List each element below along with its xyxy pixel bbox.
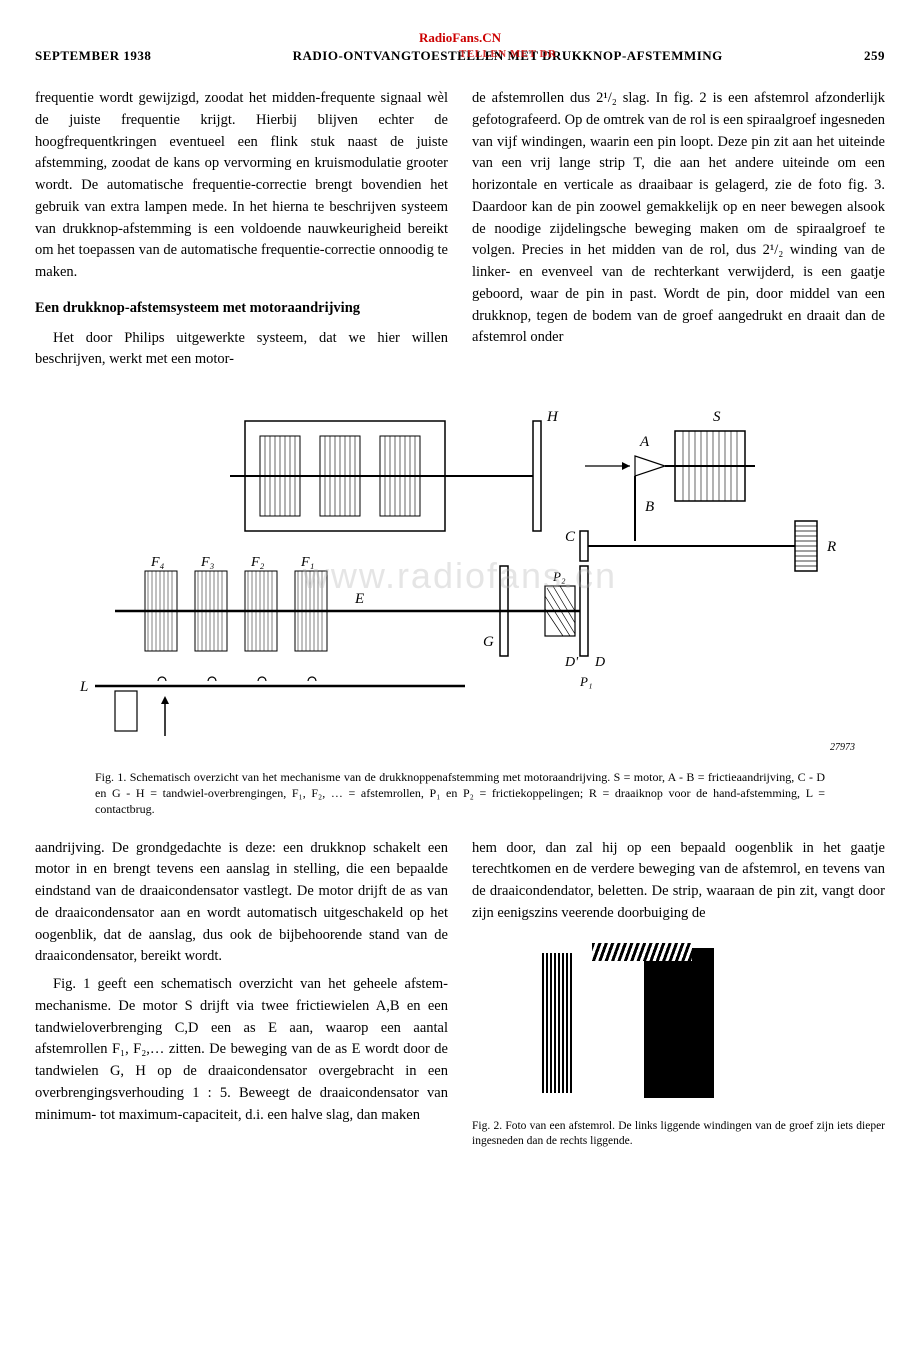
para-1: frequentie wordt gewijzigd, zoodat het m… — [35, 88, 448, 284]
label-A: A — [639, 434, 650, 450]
label-L: L — [79, 679, 88, 695]
label-F3: F₃ — [200, 555, 215, 570]
label-C: C — [565, 529, 576, 545]
label-P1: P₁ — [579, 674, 592, 689]
figure-2-caption: Fig. 2. Foto van een afstemrol. De links… — [472, 1119, 885, 1149]
figure-1: H S A B C R — [35, 391, 885, 818]
label-H: H — [546, 409, 559, 425]
col-right-bottom: hem door, dan zal hij op een bepaald oog… — [472, 838, 885, 1149]
label-P2: P₂ — [552, 569, 566, 584]
figure-1-svg: H S A B C R — [35, 391, 885, 761]
figure-2-image — [472, 933, 885, 1113]
para-6: hem door, dan zal hij op een bepaald oog… — [472, 838, 885, 925]
label-F1: F₁ — [300, 555, 314, 570]
header-title-wrap: RADIO-ONTVANGTOESTELLEN MET DRUKKNOP-AFS… — [151, 48, 864, 64]
bottom-columns: aandrijving. De grondgedachte is deze: e… — [35, 838, 885, 1149]
para-5: Fig. 1 geeft een schematisch overzicht v… — [35, 974, 448, 1126]
header-date: SEPTEMBER 1938 — [35, 48, 151, 64]
label-R: R — [826, 539, 836, 555]
page-header: SEPTEMBER 1938 RADIO-ONTVANGTOESTELLEN M… — [35, 48, 885, 64]
label-E: E — [354, 591, 364, 607]
col-right-top: de afstemrollen dus 2¹/₂ slag. In fig. 2… — [472, 88, 885, 371]
label-F4: F₄ — [150, 555, 165, 570]
label-B: B — [645, 499, 654, 515]
header-overlay: TELLEN MET DR — [459, 48, 556, 60]
col-left-top: frequentie wordt gewijzigd, zoodat het m… — [35, 88, 448, 371]
col-left-bottom: aandrijving. De grondgedachte is deze: e… — [35, 838, 448, 1149]
watermark-top: RadioFans.CN — [35, 30, 885, 46]
section-heading: Een drukknop-afstemsysteem met motoraand… — [35, 298, 448, 320]
figure-1-number: 27973 — [830, 742, 855, 753]
label-S: S — [713, 409, 721, 425]
label-D: D — [594, 655, 605, 670]
figure-2-roll — [644, 948, 714, 1098]
para-2: Het door Philips uitgewerkte systeem, da… — [35, 328, 448, 372]
label-F2: F₂ — [250, 555, 265, 570]
page-number: 259 — [864, 48, 885, 64]
figure-1-caption: Fig. 1. Schematisch overzicht van het me… — [95, 769, 825, 818]
figure-2: Fig. 2. Foto van een afstemrol. De links… — [472, 933, 885, 1149]
para-3: de afstemrollen dus 2¹/₂ slag. In fig. 2… — [472, 88, 885, 349]
figure-2-grooves-side — [542, 953, 572, 1093]
para-4: aandrijving. De grondgedachte is deze: e… — [35, 838, 448, 969]
figure-2-grooves-top — [592, 943, 692, 961]
figure-1-diagram: H S A B C R — [35, 391, 885, 761]
top-columns: frequentie wordt gewijzigd, zoodat het m… — [35, 88, 885, 371]
label-Dprime: D' — [564, 655, 579, 670]
label-G: G — [483, 634, 494, 650]
